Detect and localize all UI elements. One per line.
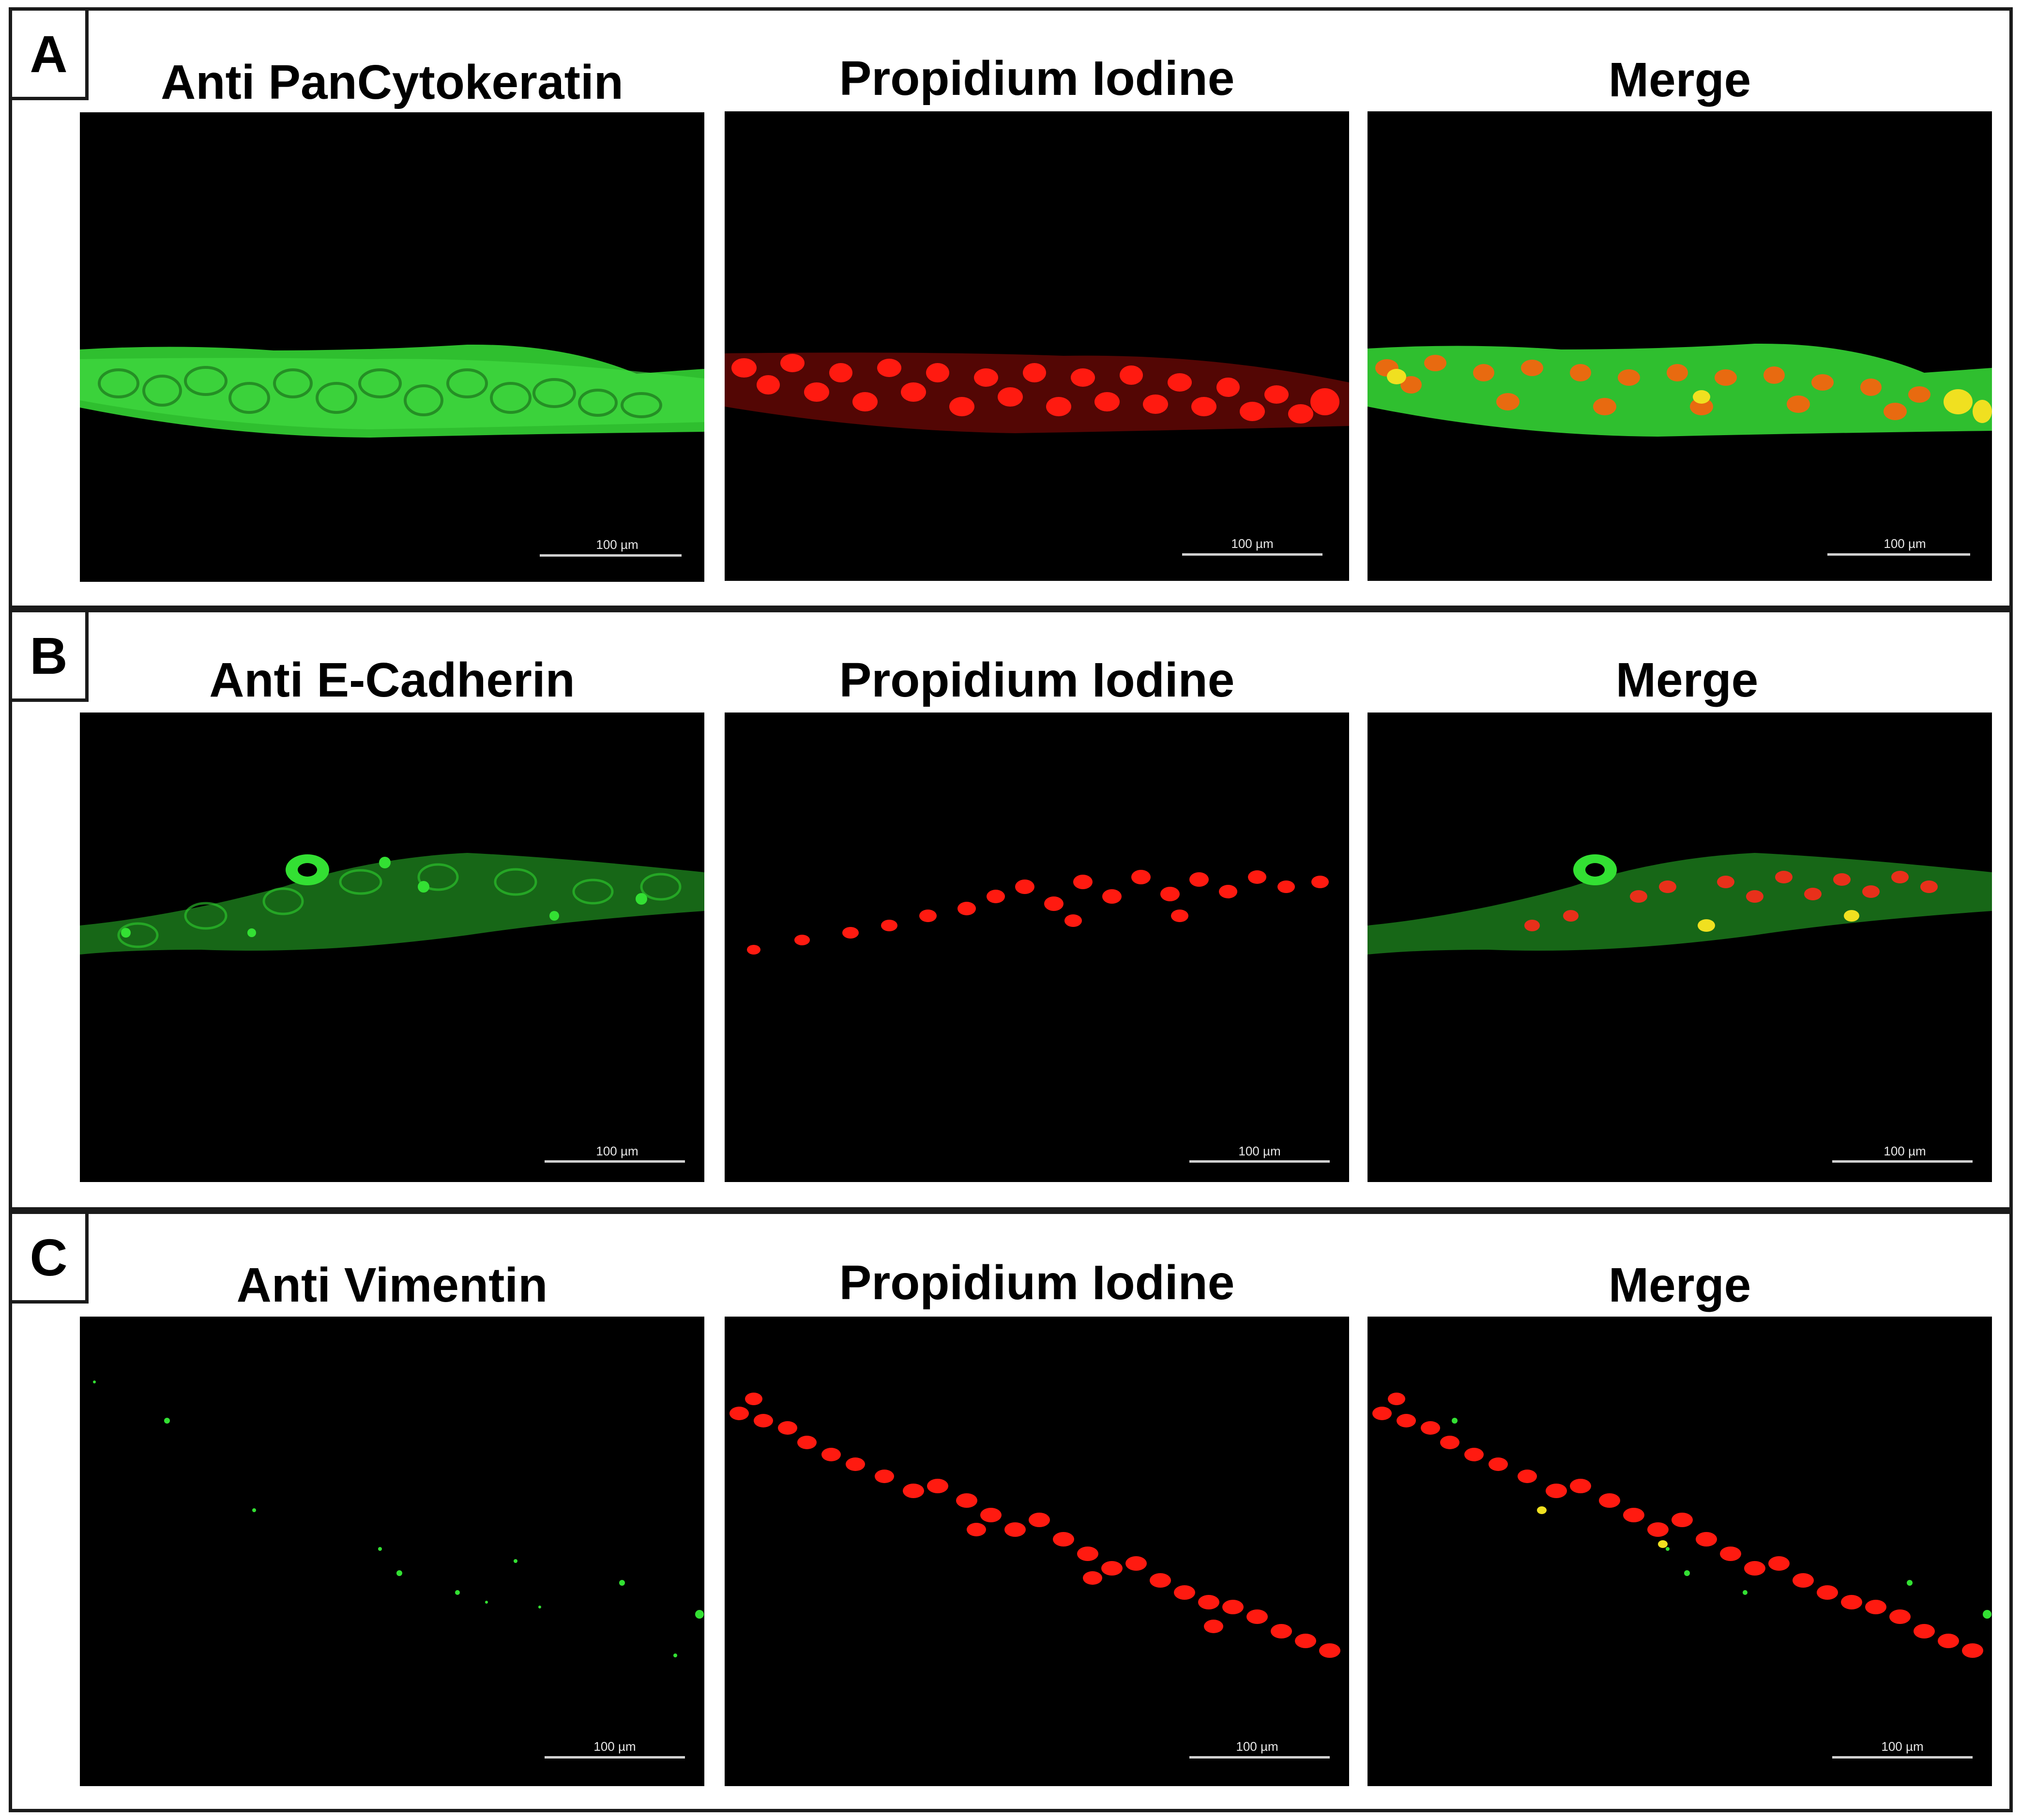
panel-b-title-green: Anti E-Cadherin [209, 653, 575, 707]
panel-b-merge-image: 100 µm [1368, 713, 1992, 1182]
panel-b-title-red: Propidium Iodine [839, 653, 1235, 707]
panel-a-title-red: Propidium Iodine [839, 51, 1235, 106]
merge-layer [1368, 343, 1992, 437]
scale-bar [1832, 1756, 1973, 1759]
nuclei-layer [725, 352, 1349, 433]
tissue-layer [80, 344, 704, 438]
panel-a-merge-image: 100 µm [1368, 111, 1992, 581]
panel-c-title-green: Anti Vimentin [236, 1258, 548, 1312]
scale-bar [1189, 1756, 1330, 1759]
panel-c-label: C [9, 1211, 89, 1304]
scale-bar [545, 1160, 685, 1163]
panel-c-title-merge: Merge [1608, 1258, 1751, 1312]
panel-a-red-image: 100 µm [725, 111, 1349, 581]
nuclei-layer [747, 870, 1329, 955]
tissue-layer [80, 853, 704, 955]
merge-layer [1368, 853, 1992, 955]
panel-a-title-green: Anti PanCytokeratin [161, 55, 623, 109]
panel-c-merge-image: 100 µm [1368, 1317, 1992, 1786]
scale-bar-label: 100 µm [1884, 1144, 1926, 1158]
panel-b-title-merge: Merge [1615, 653, 1759, 707]
scale-bar [1189, 1160, 1330, 1163]
scale-bar [540, 554, 682, 557]
scale-bar-label: 100 µm [1238, 1144, 1281, 1158]
scale-bar-label: 100 µm [596, 537, 638, 552]
scale-bar-label: 100 µm [1884, 536, 1926, 551]
scale-bar-label: 100 µm [1881, 1739, 1924, 1754]
panel-a-green-image: 100 µm [80, 112, 704, 582]
panel-c-title-red: Propidium Iodine [839, 1256, 1235, 1310]
panel-a-label: A [9, 7, 89, 100]
panel-c-red-image: 100 µm [725, 1317, 1349, 1786]
nuclei-layer [729, 1393, 1340, 1658]
scale-bar-label: 100 µm [1231, 536, 1274, 551]
panel-a-title-merge: Merge [1608, 53, 1751, 107]
scale-bar-label: 100 µm [1236, 1739, 1278, 1754]
scale-bar [545, 1756, 685, 1759]
merge-layer [1372, 1393, 1991, 1658]
scale-bar-label: 100 µm [593, 1739, 636, 1754]
scale-bar [1832, 1160, 1973, 1163]
panel-b-green-image: 100 µm [80, 713, 704, 1182]
sparse-signal-layer [93, 1380, 704, 1657]
panel-b-label: B [9, 609, 89, 702]
panel-c-green-image: 100 µm [80, 1317, 704, 1786]
panel-b-red-image: 100 µm [725, 713, 1349, 1182]
scale-bar [1182, 553, 1322, 556]
scale-bar [1827, 553, 1970, 556]
scale-bar-label: 100 µm [596, 1144, 638, 1158]
